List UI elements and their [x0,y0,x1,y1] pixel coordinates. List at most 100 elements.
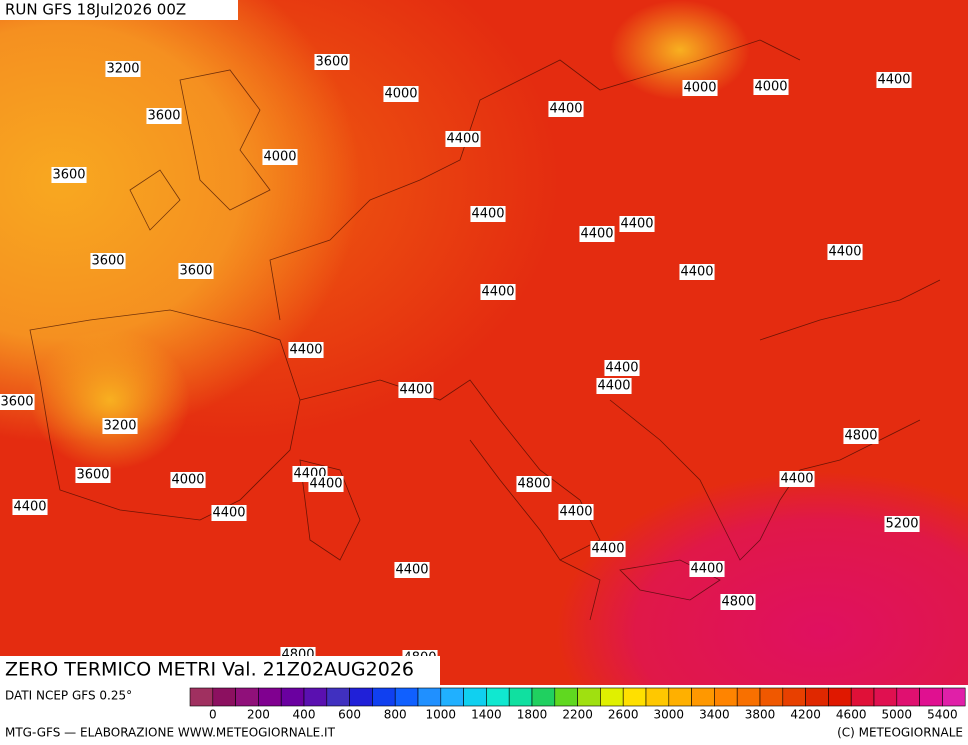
contour-label-box [211,505,247,521]
contour-label-box [178,263,214,279]
colorbar-swatch [235,687,259,707]
contour-label: 4400 [877,73,910,88]
contour-label: 3600 [147,109,180,124]
contour-label-box [146,108,182,124]
colorbar-swatch [828,687,852,707]
contour-label-box [262,149,298,165]
contour-label: 4400 [309,477,342,492]
colorbar-tick-label: 3400 [699,708,730,722]
colorbar-tick-label: 4200 [790,708,821,722]
colorbar-tick-label: 600 [338,708,361,722]
contour-label-box [102,418,138,434]
contour-labels: 3200 3600 4000 3600 4400 4000 4000 4400 4400 4000… [0,54,920,666]
colorbar-tick-label: 1000 [426,708,457,722]
colorbar-swatch [508,687,533,707]
contour-label-box [0,394,35,410]
contour-label: 4800 [721,595,754,610]
colorbar-swatch [850,687,875,707]
contour-label-box [720,594,756,610]
colorbar-swatch [942,687,966,707]
colorbar-swatch [554,687,578,707]
contour-label: 3600 [315,55,348,70]
colorbar-swatch [577,687,601,707]
contour-label-box [876,72,912,88]
colorbar-tick-label: 400 [293,708,316,722]
contour-label-box [398,382,434,398]
colorbar-swatch [873,687,898,707]
contour-label-box [470,206,506,222]
contour-label-box [480,284,516,300]
shade [380,330,968,685]
colorbar: 0 200 400 600 800 1000 1400 1800 2200 2600 3000 340… [189,687,966,722]
contour-label-box [308,476,344,492]
colorbar-tick-label: 5400 [927,708,958,722]
colorbar-swatch [622,687,647,707]
contour-label-box [604,360,640,376]
contour-label-box [288,342,324,358]
colorbar-swatch [212,687,236,707]
colorbar-swatch [189,687,214,707]
contour-label: 4400 [399,383,432,398]
contour-label-box [596,378,632,394]
colorbar-tick-label: 2600 [608,708,639,722]
colorbar-swatch [440,687,464,707]
colorbar-swatch [280,687,305,707]
contour-label: 5200 [885,517,918,532]
colorbar-swatch [372,687,396,707]
source-label: DATI NCEP GFS 0.25° [5,689,132,703]
contour-label: 4400 [446,132,479,147]
contour-label-box [558,504,594,520]
contour-label-box [170,472,206,488]
contour-label-box [827,244,863,260]
contour-label-box [590,541,626,557]
colorbar-tick-label: 800 [384,708,407,722]
colorbar-swatch [463,687,487,707]
header-box [0,0,238,20]
contour-label: 4400 [780,472,813,487]
contour-label-box [884,516,920,532]
contour-label: 4400 [580,227,613,242]
contour-label-box [51,167,87,183]
contour-label: 3200 [103,419,136,434]
contour-label: 4400 [471,207,504,222]
colorbar-tick-label: 3000 [654,708,685,722]
colorbar-swatch [668,687,692,707]
colorbar-tick-label: 4600 [836,708,867,722]
contour-label-box [516,476,552,492]
contour-label-box [548,101,584,117]
contour-label-box [383,86,419,102]
colorbar-swatch [691,687,715,707]
contour-label: 4000 [171,473,204,488]
contour-label: 3600 [179,264,212,279]
colorbar-swatch [258,687,282,707]
colorbar-tick-label: 1800 [517,708,548,722]
contour-label-box [12,499,48,515]
contour-label: 3600 [52,168,85,183]
title-box [0,656,440,685]
contour-label: 4400 [549,102,582,117]
colorbar-swatch [531,687,556,707]
colorbar-tick-label: 1400 [471,708,502,722]
contour-label: 4400 [620,217,653,232]
contour-label: 4000 [683,81,716,96]
contour-label-box [682,80,718,96]
contour-label: 4400 [481,285,514,300]
shade [30,330,190,470]
colorbar-tick-label: 0 [209,708,217,722]
contour-label: 4400 [559,505,592,520]
contour-label: 3600 [91,254,124,269]
colorbar-swatch [349,687,373,707]
contour-label: 4400 [690,562,723,577]
contour-label-box [445,131,481,147]
contour-label: 4400 [13,500,46,515]
contour-label: 4400 [597,379,630,394]
colorbar-swatch [714,687,738,707]
colorbar-swatch [417,687,442,707]
colorbar-swatch [805,687,829,707]
contour-label: 4400 [680,265,713,280]
contour-label-box [843,428,879,444]
contour-label: 4800 [844,429,877,444]
map-title: ZERO TERMICO METRI Val. 21Z02AUG2026 [5,659,414,681]
